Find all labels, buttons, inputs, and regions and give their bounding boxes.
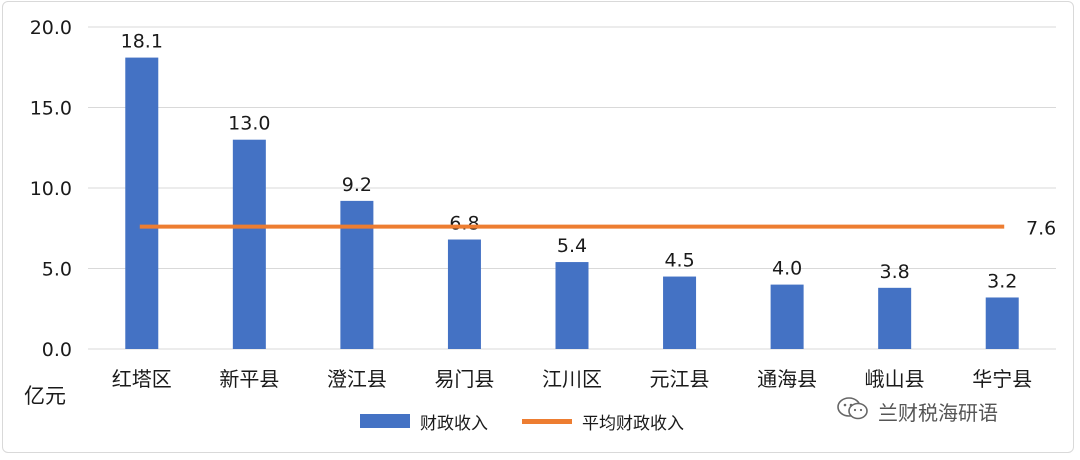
- legend-label-average: 平均财政收入: [582, 413, 684, 434]
- bar: [663, 276, 697, 349]
- y-tick-label: 5.0: [42, 259, 72, 281]
- legend-item-average: 平均财政收入: [522, 409, 684, 434]
- average-line-group: 7.6: [139, 218, 1056, 240]
- bar: [555, 262, 589, 349]
- bar-data-label: 3.2: [987, 270, 1017, 292]
- bar: [770, 284, 804, 349]
- x-axis-ticks: 红塔区 新平县 澄江县 易门县 江川区 元江县 通海县 峨山县 华宁县: [112, 367, 1032, 391]
- chart-frame: [2, 1, 1074, 453]
- bar-data-label: 6.8: [449, 213, 479, 235]
- bars: [125, 57, 1019, 350]
- bar-data-label: 13.0: [228, 113, 270, 135]
- wechat-icon: [836, 396, 870, 427]
- bar: [125, 57, 159, 350]
- x-tick-label: 通海县: [757, 367, 817, 391]
- data-labels: 18.1 13.0 9.2 6.8 5.4 4.5 4.0 3.8 3.2: [121, 31, 1018, 293]
- legend-swatch-average: [522, 418, 572, 424]
- y-tick-label: 20.0: [30, 17, 72, 39]
- x-tick-label: 峨山县: [865, 367, 925, 391]
- legend-label-bars: 财政收入: [420, 413, 488, 434]
- bar-data-label: 9.2: [342, 174, 372, 196]
- bar: [340, 200, 374, 349]
- legend-item-bars: 财政收入: [360, 409, 488, 434]
- legend-swatch-bars: [360, 414, 410, 428]
- bar-data-label: 18.1: [121, 31, 163, 53]
- bar-data-label: 5.4: [557, 235, 587, 257]
- y-tick-label: 10.0: [30, 178, 72, 200]
- bar: [232, 139, 266, 349]
- bar: [878, 287, 912, 349]
- bar-data-label: 4.5: [664, 250, 694, 272]
- x-tick-label: 红塔区: [112, 367, 172, 391]
- y-axis-label: 亿元: [24, 384, 66, 408]
- watermark: 兰财税海研语: [836, 396, 998, 427]
- x-tick-label: 元江县: [650, 367, 710, 391]
- x-tick-label: 新平县: [219, 367, 279, 391]
- y-axis-ticks: 0.0 5.0 10.0 15.0 20.0: [30, 17, 72, 361]
- x-tick-label: 华宁县: [972, 367, 1032, 391]
- bar: [985, 297, 1019, 349]
- y-tick-label: 15.0: [30, 98, 72, 120]
- legend: 财政收入 平均财政收入: [360, 406, 718, 436]
- y-tick-label: 0.0: [42, 339, 72, 361]
- x-tick-label: 江川区: [542, 367, 602, 391]
- x-tick-label: 易门县: [434, 367, 494, 391]
- bar-data-label: 4.0: [772, 258, 802, 280]
- watermark-text: 兰财税海研语: [878, 401, 998, 425]
- bar: [447, 239, 481, 349]
- x-tick-label: 澄江县: [327, 367, 387, 391]
- bar-data-label: 3.8: [880, 261, 910, 283]
- average-line-label: 7.6: [1026, 218, 1056, 240]
